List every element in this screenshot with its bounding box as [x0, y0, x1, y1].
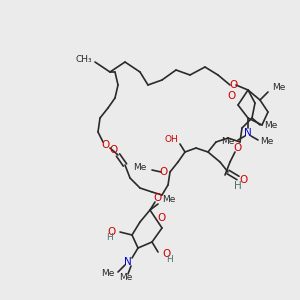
Text: O: O	[240, 175, 248, 185]
Text: O: O	[102, 140, 110, 150]
Text: Me: Me	[222, 137, 235, 146]
Text: O: O	[162, 249, 170, 259]
Text: O: O	[228, 91, 236, 101]
Text: N: N	[124, 257, 132, 267]
Text: Me: Me	[119, 274, 133, 283]
Text: O: O	[233, 143, 241, 153]
Text: O: O	[108, 227, 116, 237]
Text: O: O	[158, 213, 166, 223]
Text: OH: OH	[164, 136, 178, 145]
Text: O: O	[229, 80, 237, 90]
Text: H: H	[106, 233, 113, 242]
Text: Me: Me	[272, 83, 285, 92]
Text: Me: Me	[134, 164, 147, 172]
Text: N: N	[244, 128, 252, 138]
Text: Me: Me	[162, 196, 175, 205]
Text: O: O	[110, 145, 118, 155]
Text: Me: Me	[264, 121, 278, 130]
Text: H: H	[234, 181, 242, 191]
Text: H: H	[166, 256, 173, 265]
Text: Me: Me	[260, 137, 273, 146]
Text: Me: Me	[102, 269, 115, 278]
Text: O: O	[154, 193, 162, 203]
Text: CH₃: CH₃	[75, 56, 92, 64]
Text: O: O	[160, 167, 168, 177]
